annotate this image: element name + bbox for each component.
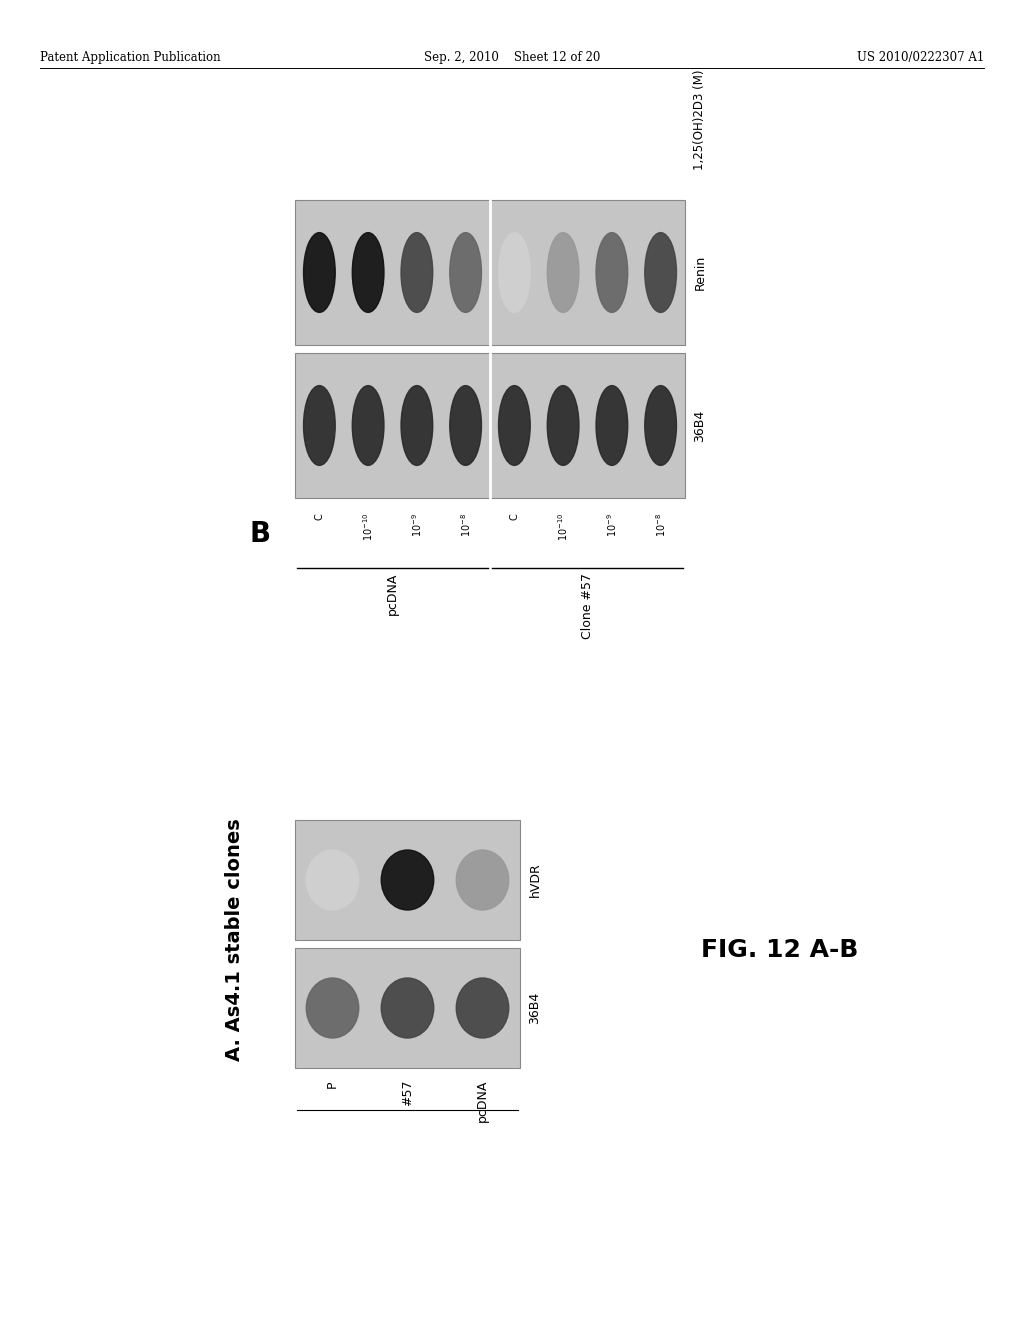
Ellipse shape [596, 232, 628, 313]
Text: Sep. 2, 2010    Sheet 12 of 20: Sep. 2, 2010 Sheet 12 of 20 [424, 51, 600, 65]
Text: US 2010/0222307 A1: US 2010/0222307 A1 [857, 51, 984, 65]
Ellipse shape [457, 850, 509, 909]
Text: Patent Application Publication: Patent Application Publication [40, 51, 220, 65]
Ellipse shape [401, 232, 433, 313]
Ellipse shape [547, 385, 579, 466]
Text: $10^{-8}$: $10^{-8}$ [653, 513, 668, 537]
Text: pcDNA: pcDNA [476, 1080, 489, 1122]
Text: Clone #57: Clone #57 [581, 573, 594, 639]
Text: $10^{-10}$: $10^{-10}$ [361, 513, 375, 541]
Text: B: B [250, 520, 270, 548]
Ellipse shape [381, 850, 434, 909]
Ellipse shape [352, 385, 384, 466]
Ellipse shape [450, 232, 481, 313]
Text: $10^{-10}$: $10^{-10}$ [556, 513, 570, 541]
Text: pcDNA: pcDNA [386, 573, 399, 615]
Text: $10^{-8}$: $10^{-8}$ [459, 513, 472, 537]
Text: P: P [326, 1080, 339, 1088]
Ellipse shape [499, 232, 530, 313]
Text: hVDR: hVDR [528, 863, 542, 898]
Text: A. As4.1 stable clones: A. As4.1 stable clones [225, 818, 245, 1061]
Bar [295, 820, 520, 940]
Bar [295, 948, 520, 1068]
Text: 36B4: 36B4 [528, 991, 542, 1024]
Ellipse shape [303, 385, 335, 466]
Text: FIG. 12 A-B: FIG. 12 A-B [701, 939, 859, 962]
Text: C: C [509, 513, 519, 520]
Text: $10^{-9}$: $10^{-9}$ [605, 513, 618, 537]
Ellipse shape [306, 978, 358, 1038]
Ellipse shape [303, 232, 335, 313]
Ellipse shape [450, 385, 481, 466]
Bar [295, 352, 685, 498]
Ellipse shape [547, 232, 579, 313]
Ellipse shape [352, 232, 384, 313]
Bar [295, 201, 685, 345]
Text: C: C [314, 513, 325, 520]
Text: 36B4: 36B4 [693, 409, 707, 442]
Text: Renin: Renin [693, 255, 707, 290]
Ellipse shape [306, 850, 358, 909]
Ellipse shape [401, 385, 433, 466]
Ellipse shape [645, 385, 677, 466]
Ellipse shape [596, 385, 628, 466]
Text: 1,25(OH)2D3 (M): 1,25(OH)2D3 (M) [693, 70, 707, 170]
Text: $10^{-9}$: $10^{-9}$ [410, 513, 424, 537]
Ellipse shape [457, 978, 509, 1038]
Ellipse shape [645, 232, 677, 313]
Ellipse shape [381, 978, 434, 1038]
Text: #57: #57 [401, 1080, 414, 1106]
Ellipse shape [499, 385, 530, 466]
